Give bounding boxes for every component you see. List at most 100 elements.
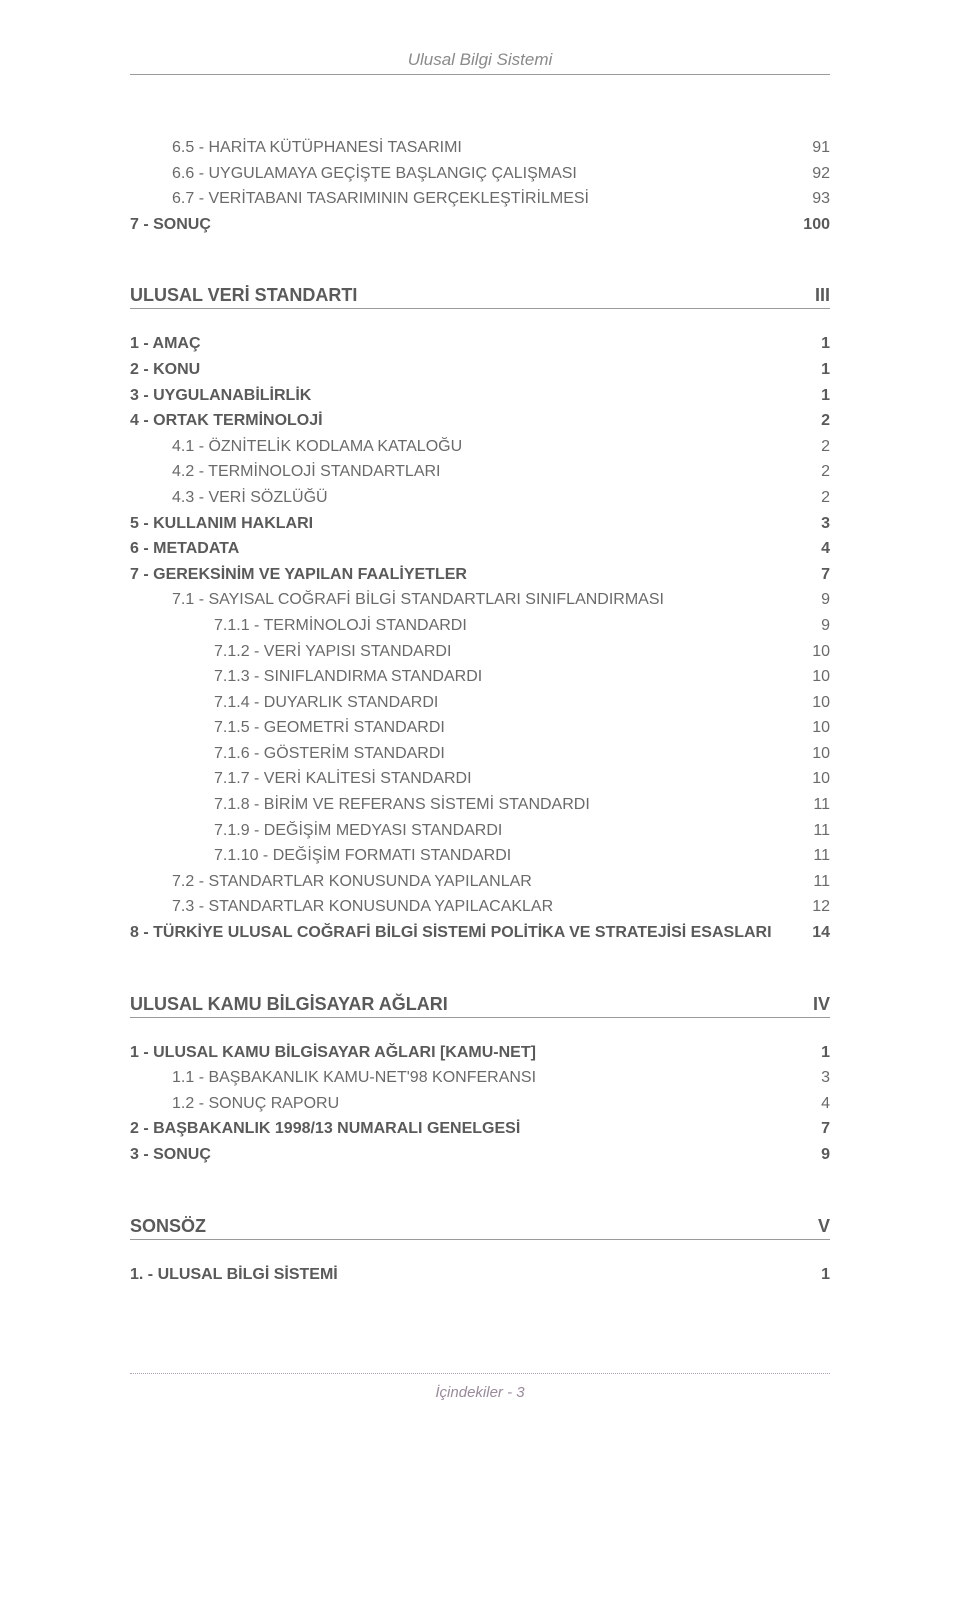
toc-entry-label: 7 - SONUÇ	[130, 212, 800, 238]
toc-entry-page: 9	[800, 1142, 830, 1168]
toc-entry-page: 2	[800, 459, 830, 485]
toc-entry: 7.1 - SAYISAL COĞRAFİ BİLGİ STANDARTLARI…	[130, 587, 830, 613]
toc-entry-page: 11	[800, 818, 830, 844]
toc-entry-page: 12	[800, 894, 830, 920]
toc-entry: 2 - KONU1	[130, 357, 830, 383]
toc-entry-label: 4.2 - TERMİNOLOJİ STANDARTLARI	[172, 459, 800, 485]
toc-entry-label: 7.1.4 - DUYARLIK STANDARDI	[214, 690, 800, 716]
toc-entry-page: 10	[800, 766, 830, 792]
toc-entry: 3 - UYGULANABİLİRLİK1	[130, 383, 830, 409]
toc-entry-label: 7.1.9 - DEĞİŞİM MEDYASI STANDARDI	[214, 818, 800, 844]
toc-entry-label: 2 - BAŞBAKANLIK 1998/13 NUMARALI GENELGE…	[130, 1116, 800, 1142]
toc-entry: 7.1.5 - GEOMETRİ STANDARDI10	[130, 715, 830, 741]
toc-entry-page: 1	[800, 1040, 830, 1066]
toc-entry-page: 11	[800, 792, 830, 818]
toc-entry-label: 7.1.10 - DEĞİŞİM FORMATI STANDARDI	[214, 843, 800, 869]
section-title-label: ULUSAL VERİ STANDARTI	[130, 285, 357, 306]
toc-entry-label: 7.2 - STANDARTLAR KONUSUNDA YAPILANLAR	[172, 869, 800, 895]
toc-entry-page: 3	[800, 1065, 830, 1091]
toc-entry: 7.2 - STANDARTLAR KONUSUNDA YAPILANLAR11	[130, 869, 830, 895]
toc-entry-label: 1 - ULUSAL KAMU BİLGİSAYAR AĞLARI [KAMU-…	[130, 1040, 800, 1066]
toc-entry: 4.2 - TERMİNOLOJİ STANDARTLARI2	[130, 459, 830, 485]
toc-entry-page: 10	[800, 639, 830, 665]
toc-entry: 1.1 - BAŞBAKANLIK KAMU-NET'98 KONFERANSI…	[130, 1065, 830, 1091]
section-title-page: V	[818, 1216, 830, 1237]
toc-entry-page: 2	[800, 434, 830, 460]
toc-entry-label: 4.3 - VERİ SÖZLÜĞÜ	[172, 485, 800, 511]
section-rule	[130, 1239, 830, 1240]
toc-entry: 7.1.7 - VERİ KALİTESİ STANDARDI10	[130, 766, 830, 792]
toc-entry-page: 9	[800, 613, 830, 639]
toc-entry-page: 92	[800, 161, 830, 187]
toc-entry-page: 4	[800, 1091, 830, 1117]
toc-entry-page: 91	[800, 135, 830, 161]
toc-entry-label: 7 - GEREKSİNİM VE YAPILAN FAALİYETLER	[130, 562, 800, 588]
toc-page: Ulusal Bilgi Sistemi 6.5 - HARİTA KÜTÜPH…	[0, 0, 960, 1441]
toc-entry-page: 4	[800, 536, 830, 562]
toc-entry: 6.6 - UYGULAMAYA GEÇİŞTE BAŞLANGIÇ ÇALIŞ…	[130, 161, 830, 187]
toc-entry-label: 6.7 - VERİTABANI TASARIMININ GERÇEKLEŞTİ…	[172, 186, 800, 212]
toc-entry: 6.7 - VERİTABANI TASARIMININ GERÇEKLEŞTİ…	[130, 186, 830, 212]
toc-entry-label: 8 - TÜRKİYE ULUSAL COĞRAFİ BİLGİ SİSTEMİ…	[130, 920, 800, 946]
toc-entry-label: 1.2 - SONUÇ RAPORU	[172, 1091, 800, 1117]
toc-entry: 7.1.3 - SINIFLANDIRMA STANDARDI10	[130, 664, 830, 690]
toc-entry-label: 1 - AMAÇ	[130, 331, 800, 357]
toc-entry: 7.3 - STANDARTLAR KONUSUNDA YAPILACAKLAR…	[130, 894, 830, 920]
toc-entry: 1.2 - SONUÇ RAPORU4	[130, 1091, 830, 1117]
toc-entry: 7.1.6 - GÖSTERİM STANDARDI10	[130, 741, 830, 767]
toc-entry-label: 7.1.7 - VERİ KALİTESİ STANDARDI	[214, 766, 800, 792]
toc-entry: 3 - SONUÇ9	[130, 1142, 830, 1168]
toc-entry-label: 3 - UYGULANABİLİRLİK	[130, 383, 800, 409]
toc-entry-label: 6 - METADATA	[130, 536, 800, 562]
footer-rule	[130, 1373, 830, 1374]
toc-entry: 7 - GEREKSİNİM VE YAPILAN FAALİYETLER7	[130, 562, 830, 588]
toc-entry-page: 7	[800, 562, 830, 588]
toc-entry-label: 7.3 - STANDARTLAR KONUSUNDA YAPILACAKLAR	[172, 894, 800, 920]
page-footer: İçindekiler - 3	[130, 1384, 830, 1401]
section-title: ULUSAL KAMU BİLGİSAYAR AĞLARIIV	[130, 994, 830, 1015]
toc-entry-page: 14	[800, 920, 830, 946]
toc-entry: 7.1.9 - DEĞİŞİM MEDYASI STANDARDI11	[130, 818, 830, 844]
toc-entry: 4.3 - VERİ SÖZLÜĞÜ2	[130, 485, 830, 511]
toc-entry-label: 4 - ORTAK TERMİNOLOJİ	[130, 408, 800, 434]
toc-entry-page: 11	[800, 869, 830, 895]
toc-entry-label: 7.1.6 - GÖSTERİM STANDARDI	[214, 741, 800, 767]
toc-entry-page: 7	[800, 1116, 830, 1142]
header-rule	[130, 74, 830, 75]
toc-entry-label: 4.1 - ÖZNİTELİK KODLAMA KATALOĞU	[172, 434, 800, 460]
toc-entry-page: 10	[800, 664, 830, 690]
toc-entry-label: 6.5 - HARİTA KÜTÜPHANESİ TASARIMI	[172, 135, 800, 161]
section-rule	[130, 1017, 830, 1018]
toc-entry-label: 7.1.5 - GEOMETRİ STANDARDI	[214, 715, 800, 741]
toc-entry: 6 - METADATA4	[130, 536, 830, 562]
toc-entry: 1. - ULUSAL BİLGİ SİSTEMİ1	[130, 1262, 830, 1288]
section-title-label: SONSÖZ	[130, 1216, 206, 1237]
section-rule	[130, 308, 830, 309]
toc-entry-label: 7.1.3 - SINIFLANDIRMA STANDARDI	[214, 664, 800, 690]
toc-entry-label: 7.1.1 - TERMİNOLOJİ STANDARDI	[214, 613, 800, 639]
toc-entry-page: 1	[800, 383, 830, 409]
toc-entry: 7 - SONUÇ100	[130, 212, 830, 238]
toc-entry: 5 - KULLANIM HAKLARI3	[130, 511, 830, 537]
toc-entry-label: 1.1 - BAŞBAKANLIK KAMU-NET'98 KONFERANSI	[172, 1065, 800, 1091]
toc-entry-page: 10	[800, 741, 830, 767]
toc-entry: 6.5 - HARİTA KÜTÜPHANESİ TASARIMI91	[130, 135, 830, 161]
toc-entry-page: 1	[800, 357, 830, 383]
toc-entry-label: 7.1 - SAYISAL COĞRAFİ BİLGİ STANDARTLARI…	[172, 587, 800, 613]
section-title: SONSÖZ V	[130, 1216, 830, 1237]
toc-entry-label: 1. - ULUSAL BİLGİ SİSTEMİ	[130, 1262, 800, 1288]
toc-entry-page: 1	[800, 331, 830, 357]
running-header: Ulusal Bilgi Sistemi	[130, 50, 830, 70]
toc-entry-page: 93	[800, 186, 830, 212]
section-title-label: ULUSAL KAMU BİLGİSAYAR AĞLARI	[130, 994, 448, 1015]
toc-entry-page: 10	[800, 715, 830, 741]
toc-entry: 7.1.2 - VERİ YAPISI STANDARDI10	[130, 639, 830, 665]
toc-entry: 1 - AMAÇ1	[130, 331, 830, 357]
toc-entry: 7.1.1 - TERMİNOLOJİ STANDARDI9	[130, 613, 830, 639]
toc-entry-page: 10	[800, 690, 830, 716]
toc-entry: 4.1 - ÖZNİTELİK KODLAMA KATALOĞU2	[130, 434, 830, 460]
toc-entry-page: 100	[800, 212, 830, 238]
toc-entry: 7.1.8 - BİRİM VE REFERANS SİSTEMİ STANDA…	[130, 792, 830, 818]
toc-entry-label: 7.1.8 - BİRİM VE REFERANS SİSTEMİ STANDA…	[214, 792, 800, 818]
toc-entry-page: 3	[800, 511, 830, 537]
